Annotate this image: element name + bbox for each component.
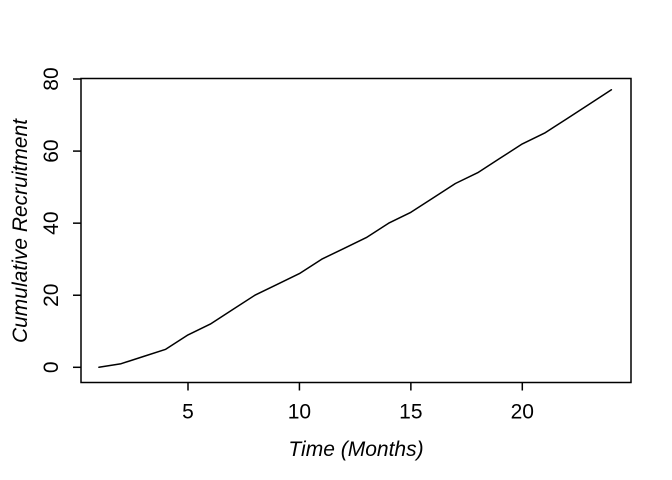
y-tick-label: 0	[40, 361, 63, 373]
x-tick-label: 5	[182, 401, 194, 424]
recruitment-line	[98, 89, 613, 369]
x-tick-label: 15	[399, 401, 422, 424]
x-axis-title: Time (Months)	[288, 438, 424, 461]
y-tick-label: 60	[40, 139, 63, 162]
y-tick-label: 40	[40, 211, 63, 234]
x-tick-label: 10	[288, 401, 311, 424]
y-tick-label: 20	[40, 284, 63, 307]
y-axis-title: Cumulative Recruitment	[9, 118, 32, 344]
y-tick-label: 80	[40, 67, 63, 90]
plot-box	[80, 77, 632, 384]
x-tick-label: 20	[511, 401, 534, 424]
